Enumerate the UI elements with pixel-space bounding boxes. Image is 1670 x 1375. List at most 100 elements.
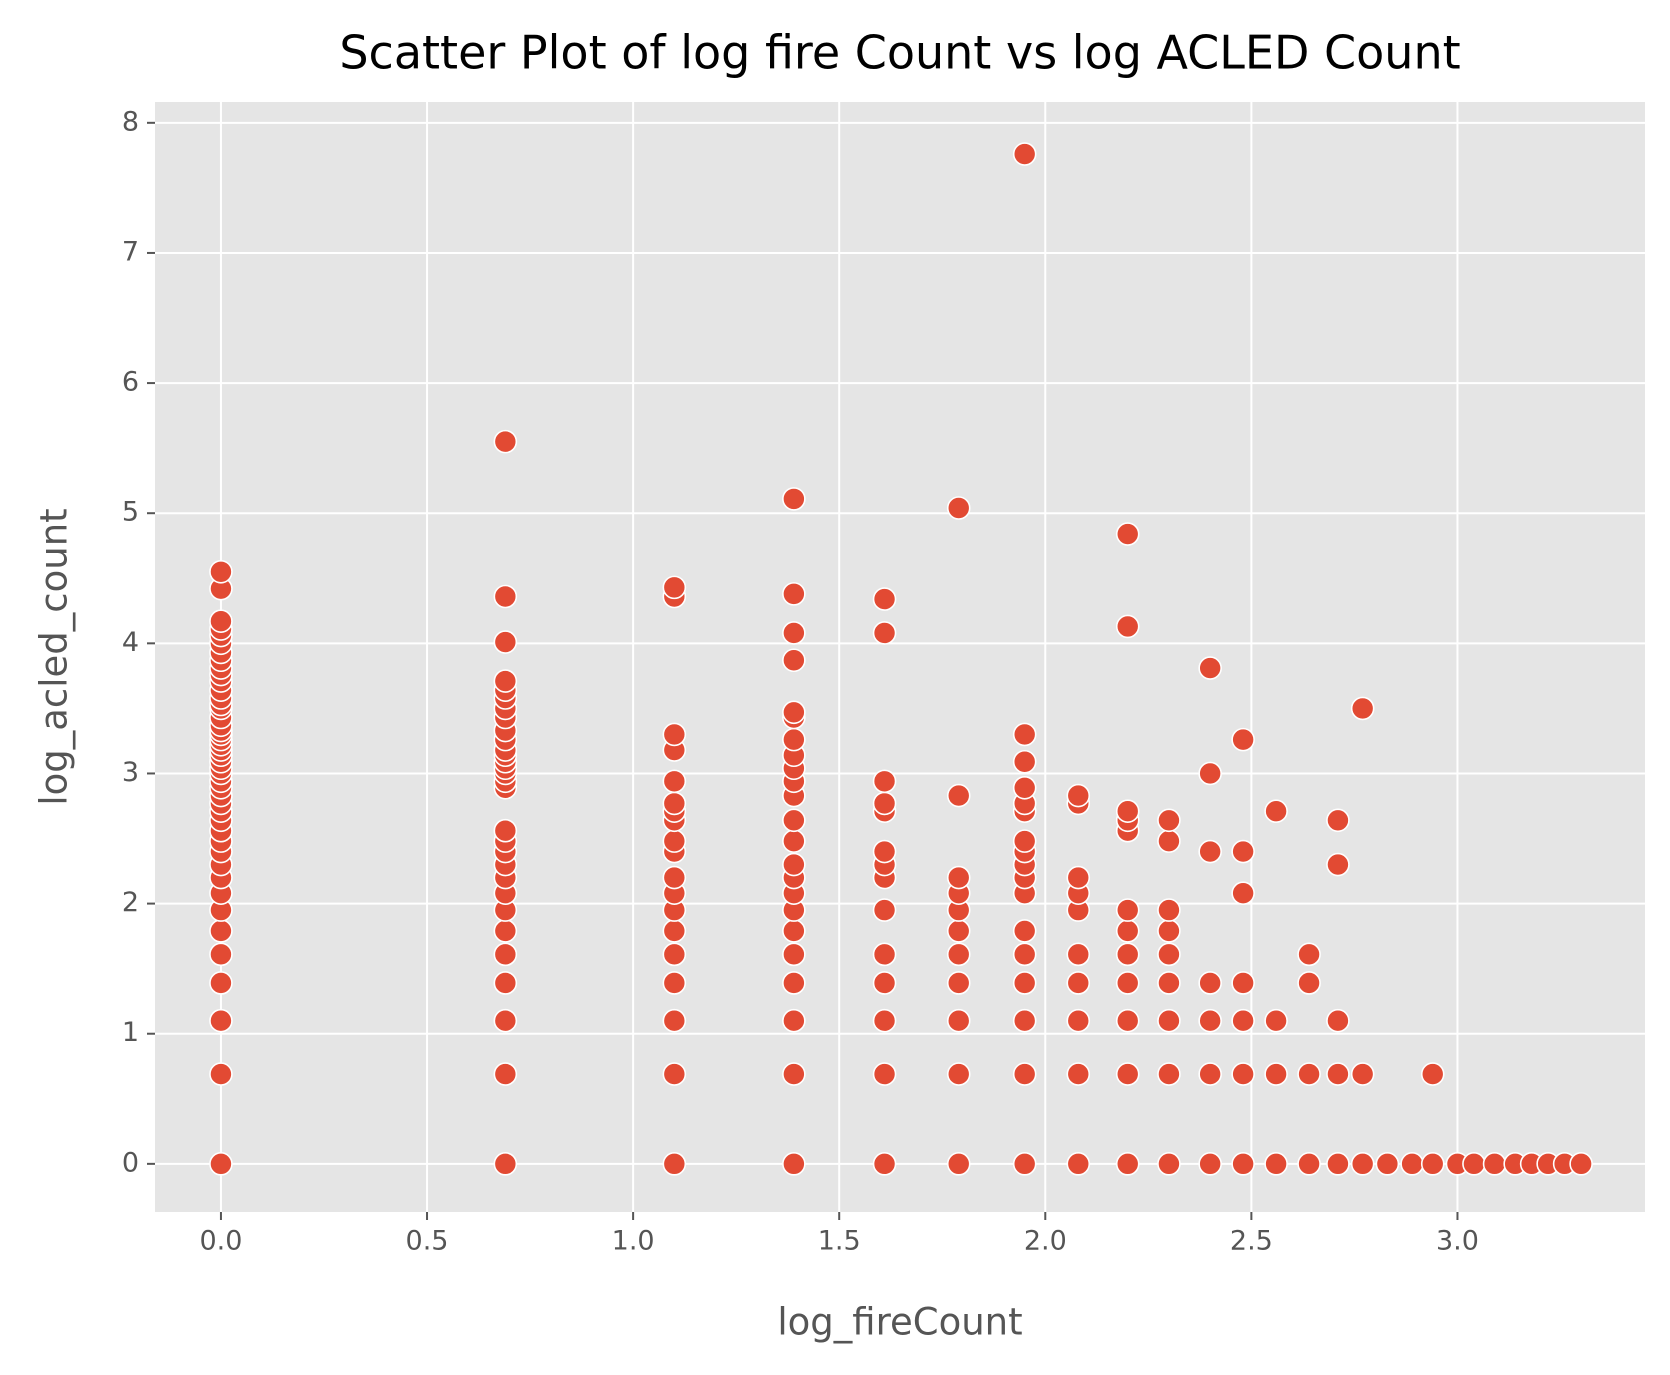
point — [782, 852, 806, 877]
point — [1012, 1062, 1037, 1086]
point — [493, 429, 518, 454]
x-tick-label: 1.0 — [612, 1226, 655, 1257]
point — [1297, 1152, 1321, 1176]
point — [1012, 722, 1037, 747]
point — [1157, 829, 1181, 853]
point — [1066, 865, 1091, 890]
point — [946, 1062, 971, 1086]
point — [1157, 1008, 1181, 1033]
point — [872, 1008, 897, 1033]
x-tick-label: 2.0 — [1024, 1226, 1067, 1257]
point — [493, 971, 518, 995]
point — [493, 818, 518, 843]
point — [493, 1008, 518, 1033]
point — [493, 584, 518, 609]
point — [1198, 761, 1222, 786]
point — [1198, 1062, 1222, 1086]
point — [662, 575, 687, 600]
point — [662, 1008, 687, 1033]
point — [946, 971, 971, 995]
point — [782, 1008, 806, 1033]
point — [782, 1062, 806, 1086]
point — [1115, 522, 1140, 546]
point — [1012, 942, 1037, 967]
point — [1231, 881, 1255, 905]
point — [1326, 808, 1350, 833]
point — [209, 609, 233, 634]
point — [662, 769, 687, 794]
point — [1157, 919, 1181, 943]
x-tick-label: 1.5 — [818, 1226, 861, 1257]
point — [872, 791, 897, 816]
point — [1350, 1152, 1375, 1176]
point — [872, 1152, 897, 1176]
point — [1231, 971, 1255, 995]
point — [1297, 942, 1321, 967]
point — [1157, 808, 1181, 833]
point — [493, 669, 518, 693]
point — [1198, 971, 1222, 995]
plot-background — [155, 102, 1645, 1212]
point — [946, 1008, 971, 1033]
y-tick-label: 1 — [122, 1017, 139, 1048]
y-tick-label: 4 — [122, 627, 139, 658]
point — [209, 1008, 233, 1033]
point — [1297, 971, 1321, 995]
point — [493, 1062, 518, 1086]
y-tick-label: 7 — [122, 236, 139, 267]
point — [1012, 1152, 1037, 1176]
point — [1157, 942, 1181, 967]
point — [1326, 852, 1350, 877]
point — [946, 919, 971, 943]
y-tick-label: 5 — [122, 497, 139, 528]
point — [872, 971, 897, 995]
point — [782, 621, 806, 645]
point — [1115, 971, 1140, 995]
point — [209, 1152, 233, 1176]
x-tick-label: 2.5 — [1230, 1226, 1273, 1257]
point — [782, 829, 806, 853]
point — [946, 496, 971, 520]
point — [1157, 971, 1181, 995]
point — [1326, 1008, 1350, 1033]
point — [1231, 839, 1255, 864]
y-tick-label: 6 — [122, 367, 139, 398]
point — [1115, 1062, 1140, 1086]
point — [662, 829, 687, 853]
point — [1157, 898, 1181, 922]
chart-title: Scatter Plot of log fire Count vs log AC… — [339, 26, 1460, 80]
point — [1115, 919, 1140, 943]
point — [493, 630, 518, 654]
point — [872, 769, 897, 794]
point — [662, 971, 687, 995]
point — [1115, 1008, 1140, 1033]
point — [1012, 775, 1037, 800]
point — [662, 865, 687, 890]
point — [872, 942, 897, 967]
point — [493, 919, 518, 943]
y-axis-label: log_acled_count — [33, 508, 76, 805]
point — [1012, 971, 1037, 995]
x-tick-label: 0.5 — [406, 1226, 449, 1257]
point — [1012, 919, 1037, 943]
point — [662, 791, 687, 816]
point — [782, 1152, 806, 1176]
point — [782, 582, 806, 606]
point — [872, 898, 897, 922]
point — [1115, 942, 1140, 967]
point — [872, 587, 897, 611]
point — [1157, 1152, 1181, 1176]
point — [872, 839, 897, 864]
point — [1350, 1062, 1375, 1086]
point — [782, 648, 806, 673]
point — [493, 942, 518, 967]
point — [1297, 1062, 1321, 1086]
point — [1264, 1008, 1288, 1033]
point — [1066, 783, 1091, 808]
point — [1198, 839, 1222, 864]
point — [209, 1062, 233, 1086]
point — [782, 971, 806, 995]
y-tick-label: 3 — [122, 757, 139, 788]
x-tick-label: 0.0 — [199, 1226, 242, 1257]
